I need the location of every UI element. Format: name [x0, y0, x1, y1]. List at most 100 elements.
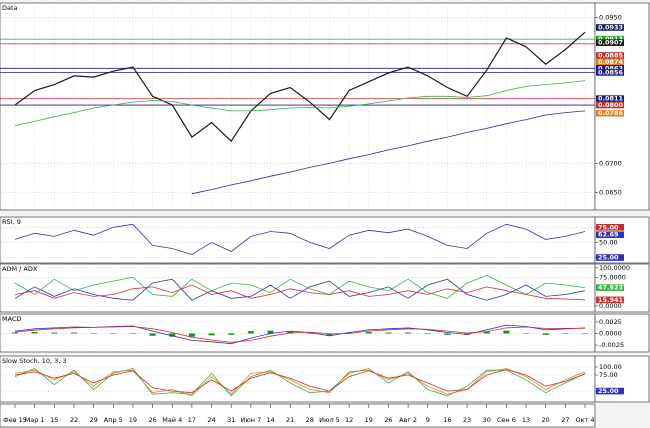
- x-tick-label: Окт 4: [575, 416, 594, 424]
- y-tick-label: 75.00: [599, 371, 618, 379]
- series-line: [14, 223, 586, 255]
- panel: [0, 2, 596, 211]
- histogram-bar: [188, 333, 195, 337]
- y-tick-label: 0.0000: [599, 329, 622, 337]
- histogram-bar: [110, 333, 117, 334]
- price-label: 62.69: [598, 231, 619, 239]
- price-label: 25.00: [598, 254, 619, 262]
- panel-title: RSI, 9: [2, 218, 21, 226]
- histogram-bar: [70, 332, 77, 334]
- x-tick-label: 22: [70, 416, 78, 424]
- x-tick-label: 21: [286, 416, 294, 424]
- x-tick-label: Июл 5: [319, 416, 340, 424]
- histogram-bar: [523, 333, 530, 334]
- price-label-box: [596, 387, 624, 395]
- price-label: 75.00: [598, 223, 619, 231]
- series-line: [14, 368, 586, 397]
- y-tick-label: 75.0000: [599, 273, 626, 281]
- price-label-box: [596, 35, 624, 43]
- x-tick-label: 14: [266, 416, 274, 424]
- x-tick-label: 12: [345, 416, 353, 424]
- histogram-bar: [424, 333, 431, 334]
- panel: [0, 216, 596, 264]
- histogram-bar: [31, 332, 38, 334]
- x-tick-label: 17: [188, 416, 196, 424]
- histogram-bar: [247, 331, 254, 334]
- panel: [0, 263, 596, 313]
- price-label-box: [596, 284, 624, 291]
- x-tick-label: Июн 7: [240, 416, 261, 424]
- x-tick-label: Май 4: [162, 416, 182, 424]
- price-label: 47.9237: [598, 284, 628, 292]
- price-label-box: [596, 95, 624, 102]
- histogram-bar: [385, 332, 392, 334]
- panel-title: ADM / ADX: [2, 265, 38, 273]
- histogram-bar: [287, 331, 294, 334]
- price-label: 25.00: [598, 387, 619, 395]
- price-label-box: [596, 296, 624, 304]
- date-axis: [0, 403, 596, 428]
- price-label: 0.0933: [598, 23, 623, 31]
- price-label-box: [596, 65, 624, 72]
- x-tick-label: Сен 6: [497, 416, 516, 424]
- histogram-bar: [542, 333, 549, 335]
- x-tick-label: 19: [129, 416, 137, 424]
- price-label: 0.0907: [598, 39, 623, 47]
- series-line: [14, 369, 586, 394]
- histogram-bar: [267, 330, 274, 334]
- x-tick-label: 19: [365, 416, 373, 424]
- price-label: 0.0913: [598, 35, 623, 43]
- panel-title: Data: [2, 4, 18, 12]
- y-tick-label: 0.0000: [599, 302, 622, 310]
- series-line: [14, 274, 586, 299]
- y-tick-label: 0.0700: [599, 159, 622, 167]
- series-line: [14, 31, 586, 143]
- x-tick-label: Мар 1: [25, 416, 45, 424]
- series-line: [14, 326, 585, 343]
- histogram-bar: [208, 333, 215, 336]
- price-label-box: [596, 52, 624, 59]
- price-label-box: [596, 69, 624, 76]
- x-tick-label: 31: [227, 416, 235, 424]
- histogram-bar: [169, 333, 176, 337]
- y-tick-label: 50.00: [599, 238, 618, 246]
- price-label-box: [596, 231, 624, 239]
- histogram-bar: [129, 333, 136, 334]
- panel-title: Slow Stoch, 10, 3, 3: [2, 357, 67, 365]
- price-label: 0.0874: [598, 58, 624, 66]
- x-tick-label: Фев 15: [3, 416, 27, 424]
- x-tick-label: Апр 5: [104, 416, 123, 424]
- x-tick-label: Авг 2: [399, 416, 417, 424]
- histogram-bar: [346, 332, 353, 334]
- y-tick-label: -0.0025: [599, 341, 624, 349]
- histogram-bar: [405, 332, 412, 334]
- price-label-box: [596, 223, 624, 231]
- histogram-bar: [582, 333, 588, 334]
- histogram-bar: [51, 332, 58, 334]
- histogram-bar: [326, 333, 333, 336]
- price-label-box: [596, 39, 624, 46]
- series-line: [14, 80, 586, 126]
- price-label-box: [596, 254, 624, 261]
- histogram-bar: [444, 333, 451, 335]
- series-line: [191, 110, 586, 195]
- x-tick-label: 13: [522, 416, 530, 424]
- y-tick-label: 0.0650: [599, 189, 622, 197]
- x-tick-label: 15: [50, 416, 58, 424]
- histogram-bar: [228, 333, 235, 335]
- x-tick-label: 27: [561, 416, 569, 424]
- price-label: 0.0885: [598, 51, 624, 59]
- x-tick-label: 26: [384, 416, 392, 424]
- price-label: 0.0800: [598, 101, 624, 109]
- price-label: 0.0811: [598, 95, 624, 103]
- x-tick-label: 9: [426, 416, 430, 424]
- price-label-box: [596, 109, 624, 117]
- x-tick-label: 20: [542, 416, 550, 424]
- series-line: [14, 284, 586, 301]
- price-label: 15.9417: [598, 296, 628, 304]
- series-line: [14, 278, 586, 301]
- y-tick-label: 100.0000: [599, 264, 630, 272]
- price-label: 0.0863: [598, 64, 623, 72]
- histogram-bar: [306, 333, 313, 334]
